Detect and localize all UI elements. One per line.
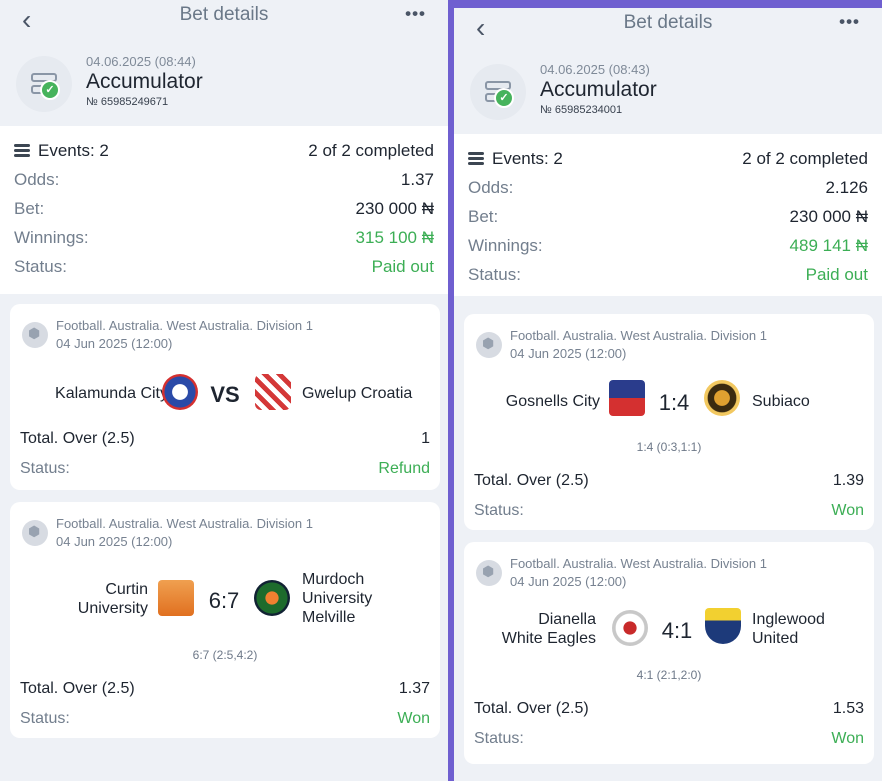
football-icon <box>476 332 502 358</box>
score: 6:7 <box>208 588 240 613</box>
score: 1:4 <box>658 390 690 415</box>
event-status: Won <box>831 730 864 747</box>
league: Football. Australia. West Australia. Div… <box>510 556 767 571</box>
event-status-label: Status: <box>474 730 524 747</box>
period-score: 6:7 (2:5,4:2) <box>192 648 258 662</box>
bet-summary: Events: 2 2 of 2 completed Odds: 2.126 Bet… <box>454 134 882 296</box>
event-status-label: Status: <box>20 710 70 727</box>
team-logo <box>255 374 291 410</box>
event-status: Refund <box>378 460 430 477</box>
league: Football. Australia. West Australia. Div… <box>56 516 313 531</box>
bet-label: Bet: <box>468 206 499 226</box>
bet-summary: Events: 2 2 of 2 completed Odds: 1.37 Bet:… <box>0 126 448 294</box>
bet-amount: 230 000 ₦ <box>355 198 434 218</box>
more-icon[interactable]: ••• <box>405 4 426 23</box>
bet-date: 04.06.2025 (08:43) <box>540 62 650 77</box>
event-date: 04 Jun 2025 (12:00) <box>56 534 173 549</box>
team-logo <box>704 380 740 416</box>
team-logo <box>612 610 648 646</box>
market: Total. Over (2.5) <box>474 700 589 717</box>
events-stack-icon <box>14 142 30 159</box>
event-date: 04 Jun 2025 (12:00) <box>510 574 627 589</box>
away-team: Inglewood United <box>752 611 825 647</box>
away-team: Murdoch University Melville <box>302 571 373 626</box>
status-label: Status: <box>14 256 67 276</box>
status-value: Paid out <box>805 264 868 284</box>
event-card[interactable]: Football. Australia. West Australia. Div… <box>10 502 440 738</box>
bet-number: № 65985234001 <box>540 104 623 116</box>
bet-label: Bet: <box>14 198 45 218</box>
market-odds: 1.37 <box>398 680 430 697</box>
event-card[interactable]: Football. Australia. West Australia. Div… <box>10 304 440 490</box>
event-status-label: Status: <box>474 502 524 519</box>
market-odds: 1.39 <box>832 472 864 489</box>
team-logo <box>162 374 198 410</box>
check-icon: ✓ <box>494 88 514 108</box>
events-label: Events: 2 <box>492 148 563 168</box>
header: ‹ Bet details ••• <box>0 0 448 40</box>
market: Total. Over (2.5) <box>20 680 135 697</box>
winnings-label: Winnings: <box>14 227 89 247</box>
home-team: Dianella White Eagles <box>501 611 596 647</box>
period-score: 4:1 (2:1,2:0) <box>636 668 702 682</box>
market-odds: 1.53 <box>832 700 864 717</box>
header: ‹ Bet details ••• <box>454 8 882 48</box>
league: Football. Australia. West Australia. Div… <box>510 328 767 343</box>
winnings-amount: 315 100 ₦ <box>355 227 434 247</box>
market-odds: 1 <box>421 430 430 447</box>
bet-header: ✓ 04.06.2025 (08:43) Accumulator № 65985… <box>454 48 882 134</box>
football-icon <box>476 560 502 586</box>
odds-label: Odds: <box>468 177 514 197</box>
bet-type: Accumulator <box>86 70 203 93</box>
away-team: Gwelup Croatia <box>302 385 413 402</box>
completed-count: 2 of 2 completed <box>308 140 434 160</box>
market: Total. Over (2.5) <box>20 430 135 447</box>
event-status: Won <box>397 710 430 727</box>
home-team: Curtin University <box>77 581 148 617</box>
winnings-label: Winnings: <box>468 235 543 255</box>
away-team: Subiaco <box>752 393 810 410</box>
bet-details-panel-right: ‹ Bet details ••• ✓ 04.06.2025 (08:43) A… <box>454 8 882 781</box>
league: Football. Australia. West Australia. Div… <box>56 318 313 333</box>
bet-type: Accumulator <box>540 78 657 101</box>
football-icon <box>22 322 48 348</box>
score: 4:1 <box>661 618 693 643</box>
team-logo <box>254 580 290 616</box>
check-icon: ✓ <box>40 80 60 100</box>
status-value: Paid out <box>371 256 434 276</box>
completed-count: 2 of 2 completed <box>742 148 868 168</box>
team-logo <box>705 608 741 644</box>
event-card[interactable]: Football. Australia. West Australia. Div… <box>464 542 874 764</box>
home-team: Gosnells City <box>505 393 600 410</box>
bet-details-panel-left: ‹ Bet details ••• ✓ 04.06.2025 (08:44) A… <box>0 0 448 781</box>
back-icon[interactable]: ‹ <box>22 4 32 35</box>
page-title: Bet details <box>623 12 713 33</box>
vs-label: VS <box>210 382 240 407</box>
period-score: 1:4 (0:3,1:1) <box>636 440 702 454</box>
event-date: 04 Jun 2025 (12:00) <box>510 346 627 361</box>
odds-value: 2.126 <box>825 177 868 197</box>
page-title: Bet details <box>179 4 269 25</box>
events-stack-icon <box>468 150 484 167</box>
winnings-amount: 489 141 ₦ <box>789 235 868 255</box>
status-label: Status: <box>468 264 521 284</box>
market: Total. Over (2.5) <box>474 472 589 489</box>
more-icon[interactable]: ••• <box>839 12 860 31</box>
bet-date: 04.06.2025 (08:44) <box>86 54 196 69</box>
event-status-label: Status: <box>20 460 70 477</box>
events-label: Events: 2 <box>38 140 109 160</box>
bet-header: ✓ 04.06.2025 (08:44) Accumulator № 65985… <box>0 40 448 126</box>
odds-value: 1.37 <box>400 169 434 189</box>
event-date: 04 Jun 2025 (12:00) <box>56 336 173 351</box>
bet-number: № 65985249671 <box>86 96 169 108</box>
back-icon[interactable]: ‹ <box>476 12 486 43</box>
bet-amount: 230 000 ₦ <box>789 206 868 226</box>
home-team: Kalamunda City <box>55 385 168 402</box>
football-icon <box>22 520 48 546</box>
event-status: Won <box>831 502 864 519</box>
team-logo <box>158 580 194 616</box>
team-logo <box>609 380 645 416</box>
odds-label: Odds: <box>14 169 60 189</box>
event-card[interactable]: Football. Australia. West Australia. Div… <box>464 314 874 530</box>
